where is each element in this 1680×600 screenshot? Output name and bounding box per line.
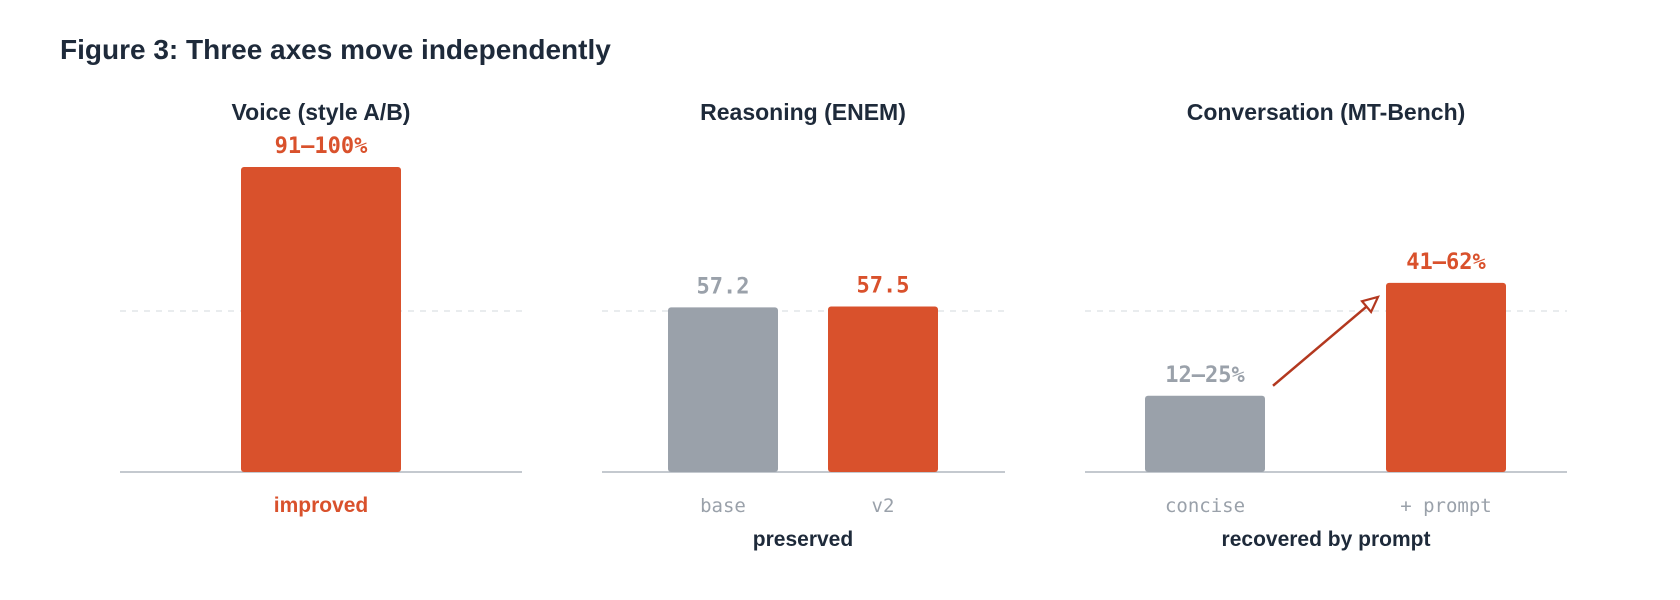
data-label: 57.2: [697, 274, 750, 299]
arrow-head-icon: [1360, 295, 1380, 314]
bar-improved: [241, 167, 401, 472]
tick-label: + prompt: [1400, 495, 1492, 517]
bar-concise: [1145, 395, 1265, 472]
panel-conversation: Conversation (MT-Bench) 12–25% concise 41–6…: [1085, 99, 1567, 551]
panel-voice: Voice (style A/B) 91–100% improved: [120, 99, 522, 517]
trend-arrow: [1272, 305, 1368, 387]
bar-base: [668, 307, 778, 472]
verdict-label: recovered by prompt: [1222, 528, 1431, 551]
data-label: 12–25%: [1165, 363, 1245, 388]
figure-title: Figure 3: Three axes move independently: [60, 34, 611, 65]
data-label: 91–100%: [275, 134, 368, 159]
data-label: 41–62%: [1406, 250, 1486, 275]
panel-title: Voice (style A/B): [232, 99, 411, 125]
bar-v2: [828, 306, 938, 472]
verdict-label: preserved: [753, 528, 853, 551]
bar-prompt: [1386, 282, 1506, 472]
tick-label: v2: [872, 495, 895, 517]
panel-title: Reasoning (ENEM): [700, 99, 906, 125]
tick-label: base: [700, 495, 746, 517]
data-label: 57.5: [857, 274, 910, 299]
panel-reasoning: Reasoning (ENEM) 57.2 base 57.5 v2 preserved: [602, 99, 1005, 551]
panel-title: Conversation (MT-Bench): [1187, 99, 1466, 125]
tick-label: concise: [1165, 495, 1245, 517]
verdict-label: improved: [274, 494, 369, 517]
